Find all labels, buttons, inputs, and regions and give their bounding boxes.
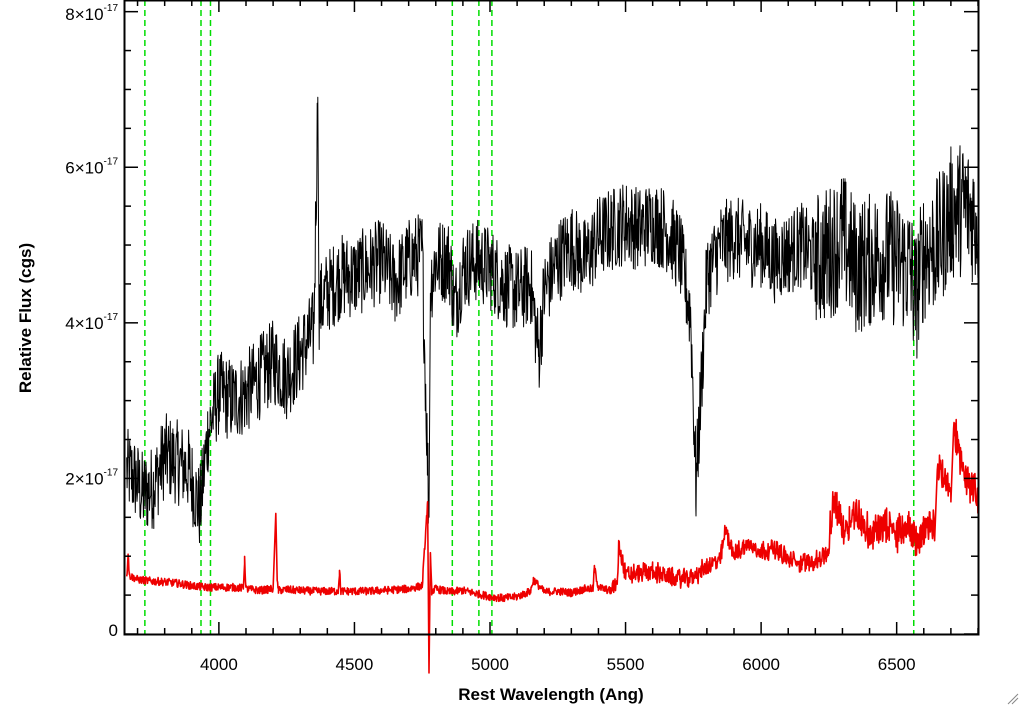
y-tick-label: 2×10-17 xyxy=(65,467,118,488)
emission-line-markers xyxy=(144,0,915,634)
y-axis-title: Relative Flux (cgs) xyxy=(16,243,35,393)
y-tick-label: 6×10-17 xyxy=(65,156,118,177)
x-tick-label: 5500 xyxy=(607,655,645,674)
x-axis-title: Rest Wavelength (Ang) xyxy=(458,685,643,704)
y-tick-labels: 0 2×10-17 4×10-17 6×10-17 8×10-17 xyxy=(65,3,118,640)
y-tick-label: 0 xyxy=(109,621,118,640)
x-tick-label: 6000 xyxy=(742,655,780,674)
x-tick-label: 4500 xyxy=(336,655,374,674)
resize-grip-icon[interactable] xyxy=(1007,693,1019,705)
x-tick-label: 4000 xyxy=(200,655,238,674)
y-tick-label: 4×10-17 xyxy=(65,312,118,333)
y-tick-label: 8×10-17 xyxy=(65,3,118,24)
x-tick-labels: 4000 4500 5000 5500 6000 6500 xyxy=(200,655,916,674)
sky-spectrum-line xyxy=(125,418,979,674)
plot-frame xyxy=(123,0,980,636)
object-spectrum-line xyxy=(126,96,979,544)
x-tick-label: 6500 xyxy=(878,655,916,674)
x-tick-label: 5000 xyxy=(471,655,509,674)
series-layer xyxy=(125,96,979,674)
